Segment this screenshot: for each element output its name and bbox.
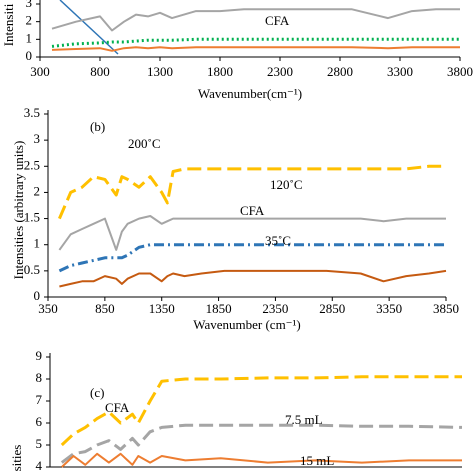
- series-line: [58, 215, 446, 251]
- x-tick-label: 800: [90, 64, 110, 79]
- x-tick-label: 1350: [149, 301, 175, 316]
- x-tick-label: 350: [38, 301, 58, 316]
- x-tick-label: 3300: [387, 64, 413, 79]
- y-tick-label: 1: [34, 236, 41, 251]
- annotation: 120˚C: [270, 177, 303, 192]
- y-tick-label: 3.5: [24, 105, 40, 120]
- annotation: CFA: [265, 13, 290, 28]
- x-tick-label: 2850: [319, 301, 345, 316]
- series-line: [60, 375, 462, 447]
- panel-label: (c): [90, 385, 104, 400]
- y-tick-label: 8: [36, 370, 43, 385]
- x-tick-label: 3850: [433, 301, 459, 316]
- series-line: [61, 452, 462, 468]
- series-line: [58, 243, 446, 273]
- y-tick-label: 3: [34, 131, 41, 146]
- x-tick-label: 3350: [376, 301, 402, 316]
- y-tick-label: 0: [26, 48, 33, 63]
- x-axis-label: Wavenumber(cm⁻¹): [198, 86, 302, 101]
- annotation: CFA: [105, 400, 130, 415]
- annotation: 200˚C: [128, 136, 161, 151]
- y-tick-label: 2.5: [24, 157, 40, 172]
- x-tick-label: 2350: [262, 301, 288, 316]
- x-tick-label: 850: [95, 301, 115, 316]
- series-line: [58, 164, 446, 220]
- y-tick-label: 1: [26, 30, 33, 45]
- x-tick-label: 2800: [327, 64, 353, 79]
- x-tick-label: 1300: [147, 64, 173, 79]
- y-tick-label: 2: [26, 13, 33, 28]
- arrow: [59, 0, 119, 55]
- series-line: [60, 423, 463, 464]
- y-tick-label: 9: [36, 348, 43, 363]
- y-tick-label: 0: [34, 288, 41, 303]
- y-tick-label: 1.5: [24, 210, 40, 225]
- x-tick-label: 3800: [447, 64, 473, 79]
- series-line: [51, 8, 460, 32]
- y-tick-label: 5: [36, 436, 43, 451]
- x-tick-label: 1850: [206, 301, 232, 316]
- panel-label: (b): [90, 119, 105, 134]
- annotation: 7.5 mL: [285, 412, 323, 427]
- x-tick-label: 2300: [267, 64, 293, 79]
- y-axis-label: sities: [9, 445, 24, 472]
- y-tick-label: 0.5: [24, 262, 40, 277]
- series-line: [51, 37, 460, 48]
- x-tick-label: 1800: [207, 64, 233, 79]
- y-tick-label: 7: [36, 392, 43, 407]
- annotation: 35˚C: [265, 233, 291, 248]
- annotation: 15 mL: [300, 453, 334, 468]
- y-axis-label: Intensiti: [1, 3, 16, 46]
- y-tick-label: 6: [36, 414, 43, 429]
- series-line: [51, 46, 460, 52]
- x-axis-label: Wavenumber (cm⁻¹): [193, 317, 301, 332]
- x-tick-label: 300: [30, 64, 50, 79]
- y-tick-label: 3: [26, 0, 33, 10]
- y-tick-label: 4: [36, 458, 43, 473]
- series-line: [59, 269, 447, 288]
- y-tick-label: 2: [34, 183, 41, 198]
- y-axis-label: Intensities (arbitrary units): [11, 141, 26, 280]
- annotation: CFA: [240, 203, 265, 218]
